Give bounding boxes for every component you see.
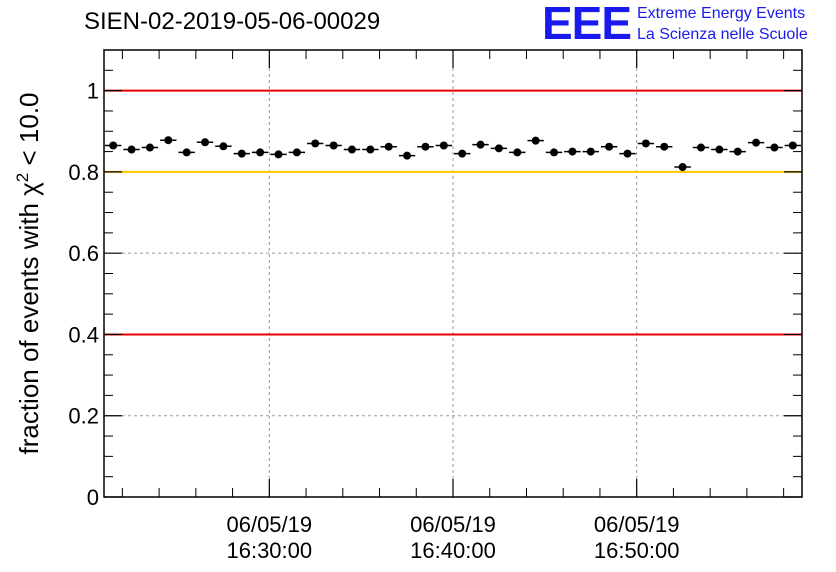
data-point [623,149,632,158]
data-point [586,147,595,156]
data-point [715,145,724,154]
data-point [458,149,467,158]
reference-lines [104,89,802,336]
x-tick-date-label: 06/05/19 [226,512,312,537]
data-point [274,150,283,159]
data-point [439,141,448,150]
data-point [403,151,412,160]
data-point [733,147,742,156]
eee-logo-mark: EEE [542,0,632,49]
data-point [476,140,485,149]
axis-ticks [104,49,802,498]
data-point [127,145,136,154]
data-point [164,136,173,145]
y-axis-title: fraction of events with χ2 < 10.0 [13,92,44,454]
data-point [641,139,650,148]
x-tick-date-label: 06/05/19 [410,512,496,537]
data-point [145,143,154,152]
x-tick-time-label: 16:40:00 [410,538,496,563]
data-point [531,136,540,145]
y-tick-label: 0.8 [68,160,99,185]
data-point [513,148,522,157]
tick-labels: 00.20.40.60.8106/05/1916:30:0006/05/1916… [68,79,679,563]
y-tick-label: 0.4 [68,322,99,347]
logo-line-1: Extreme Energy Events [637,5,806,22]
data-point [605,142,614,151]
y-tick-label: 0 [87,485,99,510]
data-point [550,148,559,157]
data-point [109,141,118,150]
data-point [752,138,761,147]
y-axis-title-tail: < 10.0 [14,92,44,172]
data-point [421,142,430,151]
data-point [219,142,228,151]
eee-logo-text: Extreme Energy Events La Scienza nelle S… [637,3,808,45]
y-tick-label: 1 [87,79,99,104]
data-point [660,142,669,151]
grid-layer [104,50,802,497]
data-point [237,149,246,158]
run-title: SIEN-02-2019-05-06-00029 [84,8,381,35]
y-tick-label: 0.6 [68,241,99,266]
data-point [696,143,705,152]
data-point [770,143,779,152]
data-point [329,141,338,150]
data-point [384,142,393,151]
x-tick-time-label: 16:30:00 [226,538,312,563]
data-point [568,147,577,156]
data-point [678,163,687,172]
data-point [311,139,320,148]
logo-line-2: La Scienza nelle Scuole [637,26,808,43]
data-point [494,144,503,153]
data-points [105,136,801,172]
y-axis-title-main: fraction of events with χ [14,182,44,455]
data-point [182,148,191,157]
data-point [366,145,375,154]
x-tick-time-label: 16:50:00 [594,538,680,563]
x-tick-date-label: 06/05/19 [594,512,680,537]
data-point [256,148,265,157]
data-point [347,145,356,154]
y-tick-label: 0.2 [68,404,99,429]
data-point [788,141,797,150]
data-point [201,138,210,147]
y-axis-title-sup: 2 [13,173,32,182]
data-point [292,148,301,157]
